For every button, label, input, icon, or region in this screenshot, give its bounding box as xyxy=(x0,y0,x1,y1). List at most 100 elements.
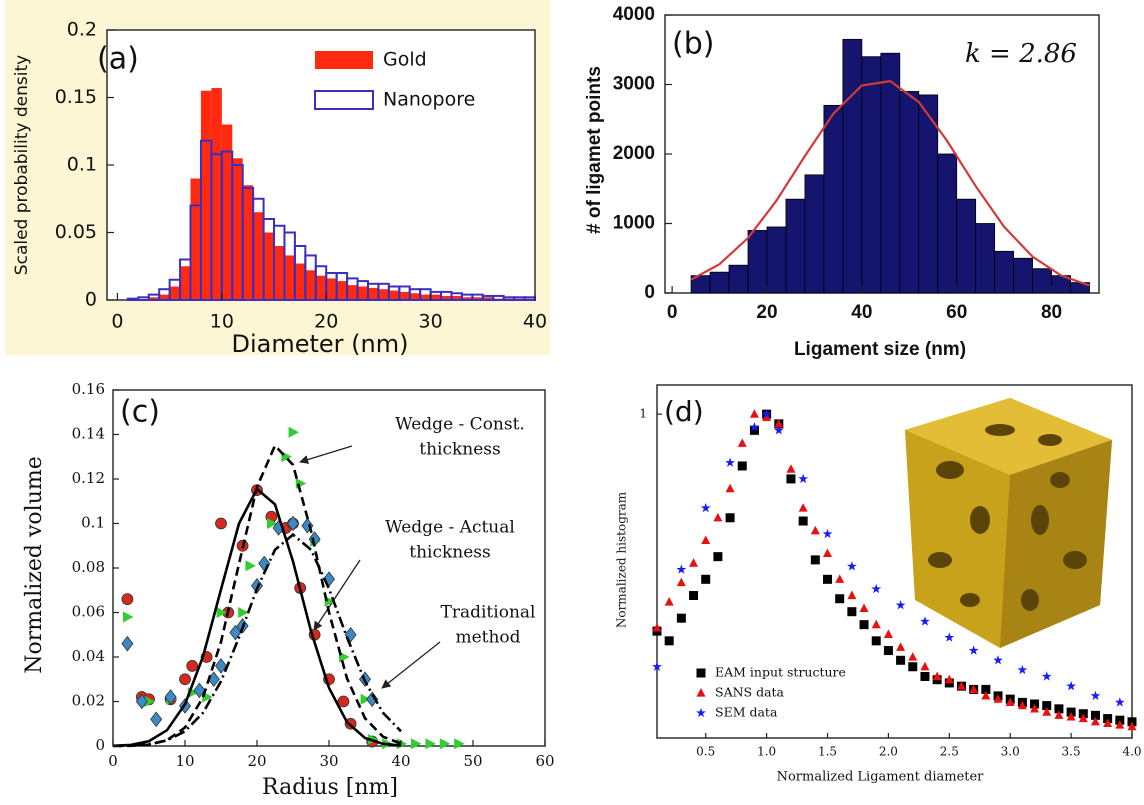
x-tick-label: 20 xyxy=(314,311,338,333)
data-point xyxy=(1114,697,1125,707)
data-point xyxy=(871,636,881,646)
data-point xyxy=(245,560,256,572)
data-point xyxy=(1054,704,1064,714)
data-point xyxy=(454,738,465,750)
y-axis-title: Normalized volume xyxy=(22,456,47,674)
data-point xyxy=(896,655,906,665)
histogram-bar xyxy=(823,104,844,294)
data-point xyxy=(920,616,930,626)
histogram-bar xyxy=(441,295,452,300)
data-point xyxy=(652,622,662,632)
histogram-bar xyxy=(1013,257,1033,294)
histogram-bar xyxy=(169,286,181,300)
x-tick-label: 0 xyxy=(108,752,118,770)
data-point xyxy=(871,619,881,629)
y-tick-label: 3000 xyxy=(613,74,655,95)
histogram-bar xyxy=(785,198,806,294)
plot-frame xyxy=(656,384,1133,739)
histogram-bar xyxy=(399,291,410,300)
data-point xyxy=(1005,697,1015,706)
panel-label: (b) xyxy=(672,27,714,62)
data-point xyxy=(761,408,772,419)
histogram-bar xyxy=(180,266,191,300)
x-tick-label: 30 xyxy=(319,752,338,770)
x-tick-label: 60 xyxy=(535,752,554,770)
data-point xyxy=(366,691,379,708)
data-point xyxy=(425,738,436,750)
data-point xyxy=(773,425,784,435)
histogram-bar xyxy=(315,275,327,300)
histogram-bar xyxy=(420,294,431,300)
data-point xyxy=(920,661,930,671)
data-point xyxy=(981,684,991,694)
histogram-bar xyxy=(274,246,285,300)
data-point xyxy=(179,673,191,686)
histogram-bar xyxy=(482,297,494,300)
data-point xyxy=(737,438,747,447)
data-point xyxy=(164,689,177,705)
panel-label: (d) xyxy=(664,395,704,428)
histogram-bar xyxy=(880,52,901,294)
data-point xyxy=(1127,721,1137,731)
histogram-bar xyxy=(357,286,368,300)
data-point xyxy=(725,483,735,493)
data-point xyxy=(908,652,918,661)
data-point xyxy=(1078,713,1088,723)
legend-label: Gold xyxy=(383,49,427,71)
x-axis-title: Normalized Ligament diameter xyxy=(777,770,985,785)
x-tick-label: 10 xyxy=(175,752,194,770)
histogram-bar xyxy=(994,250,1015,294)
data-point xyxy=(121,593,134,606)
data-point xyxy=(835,574,845,583)
y-tick-label: 4000 xyxy=(613,4,655,25)
data-point xyxy=(981,690,991,700)
data-point xyxy=(701,535,711,545)
data-point xyxy=(238,607,249,618)
x-tick-label: 3.0 xyxy=(1001,745,1020,759)
data-point xyxy=(725,513,735,523)
data-point xyxy=(798,516,808,526)
histogram-bar xyxy=(709,271,730,294)
histogram-bar xyxy=(728,264,749,294)
y-tick-label: 0.14 xyxy=(72,425,105,443)
y-tick-label: 0.02 xyxy=(72,692,105,710)
data-point xyxy=(944,632,955,642)
y-tick-label: 0.12 xyxy=(72,469,105,487)
data-point xyxy=(823,548,833,558)
histogram-bar xyxy=(937,153,958,294)
data-point xyxy=(823,574,833,584)
data-point xyxy=(883,646,893,656)
histogram-bar xyxy=(409,293,421,300)
y-tick-label: 0.2 xyxy=(67,19,97,41)
panel-label: (a) xyxy=(97,42,139,77)
histogram-bar xyxy=(1032,268,1052,294)
data-point xyxy=(956,681,966,690)
data-point xyxy=(993,694,1003,703)
legend-marker xyxy=(696,688,706,697)
data-point xyxy=(229,624,242,641)
data-point xyxy=(774,418,784,428)
data-point xyxy=(286,515,300,532)
x-tick-label: 2.0 xyxy=(879,745,898,759)
histogram-bar xyxy=(378,289,389,300)
data-point xyxy=(1115,720,1125,729)
data-point xyxy=(920,671,930,681)
fit-curve xyxy=(112,532,402,748)
histogram-bar xyxy=(461,297,473,300)
legend-label: Nanopore xyxy=(383,89,475,111)
data-point xyxy=(337,695,350,708)
data-point xyxy=(737,461,747,471)
x-tick-label: 1.5 xyxy=(818,745,837,759)
legend-swatch xyxy=(315,51,373,69)
data-point xyxy=(944,674,954,684)
histogram-bar xyxy=(263,232,275,300)
histogram-bar xyxy=(294,263,306,300)
histogram-bar xyxy=(305,270,316,300)
histogram-bar xyxy=(126,297,140,301)
data-point xyxy=(689,591,699,601)
data-point xyxy=(725,457,735,467)
y-tick-label: 0.1 xyxy=(67,154,97,176)
y-axis-title: # of ligamet points xyxy=(584,66,605,234)
histogram-bar xyxy=(430,294,442,300)
histogram-bar xyxy=(211,88,222,300)
